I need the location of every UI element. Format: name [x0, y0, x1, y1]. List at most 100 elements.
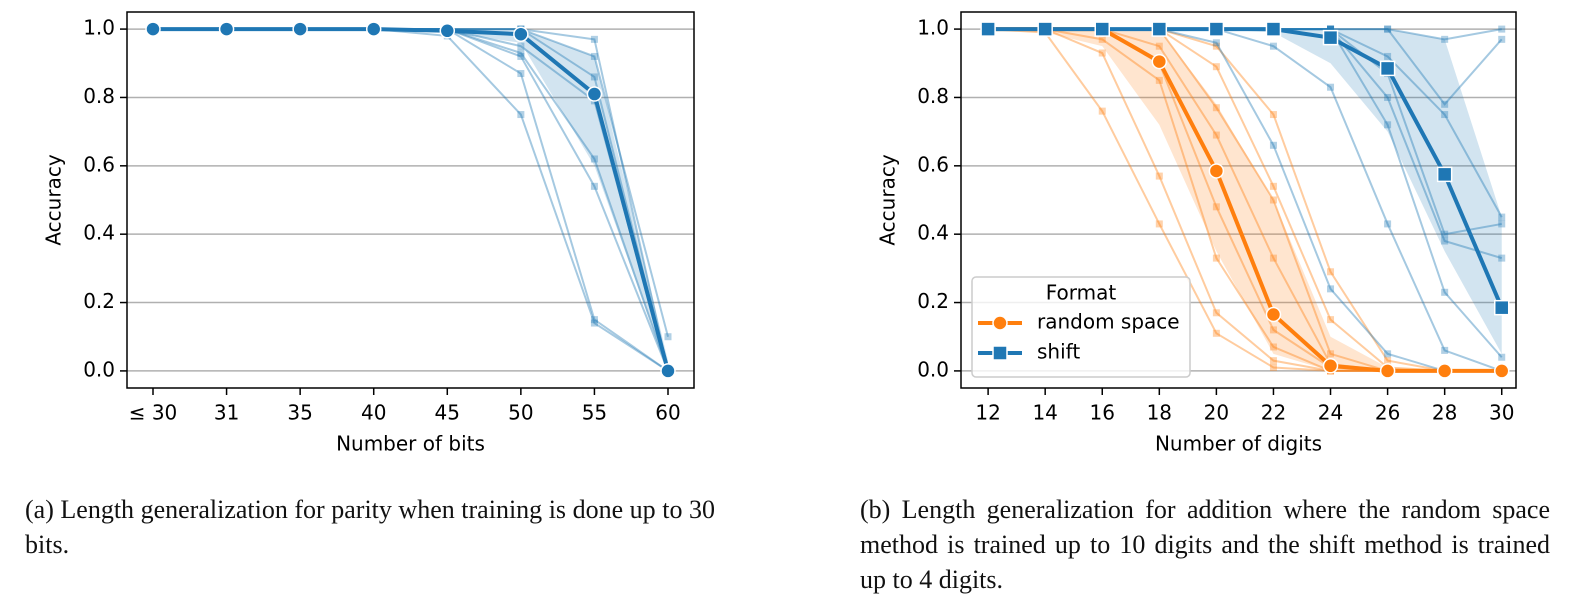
run-point [1327, 83, 1335, 91]
y-tick-label: 0.6 [917, 152, 949, 176]
run-point [1212, 63, 1220, 71]
run-point [1269, 42, 1277, 50]
run-point [1384, 25, 1392, 33]
x-tick-label: 45 [435, 401, 460, 425]
point [1208, 21, 1225, 37]
y-axis-label: Accuracy [876, 154, 900, 245]
point [1265, 21, 1282, 37]
y-tick-label: 0.4 [917, 221, 949, 245]
x-tick-label: 26 [1375, 401, 1400, 425]
run-point [1384, 121, 1392, 129]
x-tick-label: 50 [508, 401, 533, 425]
legend-title: Format [1046, 281, 1117, 305]
run-point [1212, 104, 1220, 112]
run-point [1212, 42, 1220, 50]
y-tick-label: 1.0 [917, 16, 949, 40]
point [1094, 21, 1110, 37]
point [1436, 363, 1453, 379]
x-axis-label: Number of digits [1155, 432, 1322, 456]
run-point [1327, 25, 1335, 33]
run-point [1269, 182, 1277, 190]
y-tick-label: 0.2 [917, 289, 949, 313]
point [145, 21, 161, 37]
run-point [1269, 141, 1277, 149]
x-tick-label: 30 [1489, 401, 1514, 425]
run-point [1327, 268, 1335, 276]
run-point [1155, 42, 1163, 50]
legend-box [971, 276, 1191, 378]
point [980, 21, 996, 37]
point [1322, 29, 1339, 46]
point [218, 21, 235, 37]
run-point [1098, 107, 1106, 115]
run-point [1269, 363, 1277, 371]
caption: (a) Length generalization for parity whe… [25, 495, 715, 559]
mean-line [988, 27, 1504, 309]
run-point [517, 49, 525, 57]
run-point [1441, 111, 1449, 119]
run-point [1327, 25, 1335, 33]
y-tick-label: 0.8 [917, 84, 949, 108]
run-point [1498, 25, 1506, 33]
run-point [1441, 288, 1449, 296]
run-point [1441, 100, 1449, 108]
run-point [1212, 203, 1220, 211]
run-point [1212, 39, 1220, 47]
point [1151, 21, 1168, 37]
point [1208, 163, 1225, 179]
run-point [1327, 25, 1335, 33]
run-point [1498, 213, 1506, 221]
point [1379, 363, 1396, 379]
run-point [1384, 25, 1392, 33]
run-point [590, 52, 598, 60]
run-point [664, 333, 672, 341]
legend-marker [992, 315, 1008, 331]
legend-label: random space [1037, 310, 1180, 334]
run-point [1212, 131, 1220, 139]
x-tick-label: 28 [1432, 401, 1457, 425]
run-point [517, 111, 525, 119]
point [1493, 299, 1510, 316]
x-axis-label: Number of bits [336, 432, 485, 456]
x-tick-label: ≤ 30 [129, 401, 178, 425]
y-axis-label: Accuracy [42, 154, 66, 245]
x-tick-label: 22 [1261, 401, 1286, 425]
run-point [1327, 350, 1335, 358]
point [292, 21, 308, 37]
run-point [590, 316, 598, 324]
run-point [1212, 309, 1220, 317]
point [1493, 363, 1510, 379]
point [365, 21, 382, 37]
point [1151, 53, 1168, 70]
x-tick-label: 55 [582, 401, 607, 425]
run-point [590, 319, 598, 327]
y-tick-label: 0.8 [83, 84, 115, 108]
x-tick-label: 18 [1147, 401, 1172, 425]
legend-marker [992, 345, 1008, 361]
legend-label: shift [1037, 340, 1080, 364]
point [660, 363, 676, 379]
run-point [1498, 220, 1506, 228]
plot-frame [960, 11, 1517, 389]
point [1322, 358, 1339, 374]
run-point [1384, 220, 1392, 228]
y-tick-label: 0.4 [83, 221, 115, 245]
point [586, 86, 603, 102]
run-point [517, 70, 525, 78]
confidence-band [988, 29, 1502, 371]
x-tick-label: 24 [1318, 401, 1343, 425]
run-point [1098, 49, 1106, 57]
run-point [590, 35, 598, 43]
run-point [1269, 254, 1277, 262]
x-tick-label: 20 [1204, 401, 1229, 425]
point [1379, 60, 1396, 77]
y-tick-label: 0.0 [83, 357, 115, 381]
run-point [1155, 220, 1163, 228]
run-point [1269, 343, 1277, 351]
run-point [1212, 329, 1220, 337]
charts: 0.0 0.2 0.4 0.6 0.8 1.0 ≤ 30 31 35 40 45 50 55 60 Numb… [42, 11, 1517, 456]
x-tick-label: 31 [214, 401, 239, 425]
y-tick-label: 0.6 [83, 152, 115, 176]
run-point [1269, 357, 1277, 365]
run-point [517, 42, 525, 50]
